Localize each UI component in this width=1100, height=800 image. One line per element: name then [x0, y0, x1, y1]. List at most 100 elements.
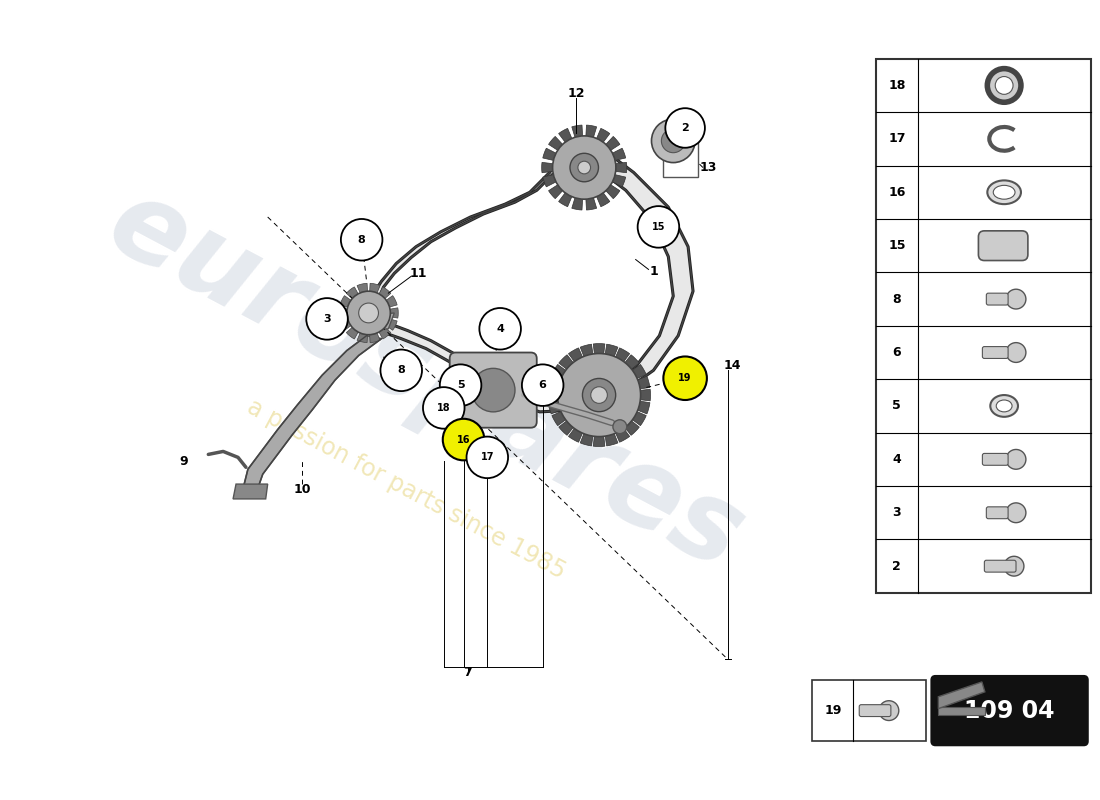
Wedge shape: [552, 395, 600, 426]
Wedge shape: [542, 167, 584, 187]
Circle shape: [591, 386, 607, 403]
Wedge shape: [600, 395, 639, 435]
Polygon shape: [362, 313, 394, 330]
FancyBboxPatch shape: [859, 705, 891, 717]
Text: 19: 19: [679, 374, 692, 383]
Circle shape: [440, 364, 482, 406]
Wedge shape: [600, 395, 618, 446]
Polygon shape: [938, 706, 984, 714]
Text: 2: 2: [892, 560, 901, 573]
Ellipse shape: [990, 395, 1018, 417]
Circle shape: [443, 418, 484, 460]
Bar: [876, 58, 1091, 593]
Wedge shape: [593, 395, 605, 446]
Circle shape: [1006, 290, 1026, 309]
Wedge shape: [580, 395, 600, 446]
Wedge shape: [339, 308, 369, 318]
Circle shape: [1006, 342, 1026, 362]
Circle shape: [613, 420, 627, 434]
Circle shape: [582, 378, 616, 412]
Wedge shape: [358, 313, 368, 342]
Wedge shape: [600, 395, 650, 414]
Circle shape: [578, 162, 591, 174]
Text: 3: 3: [323, 314, 331, 324]
Wedge shape: [358, 283, 368, 313]
Text: 18: 18: [888, 79, 905, 92]
Circle shape: [466, 437, 508, 478]
Wedge shape: [600, 376, 650, 395]
Wedge shape: [600, 365, 646, 395]
Circle shape: [1006, 503, 1026, 522]
Bar: [663, 123, 698, 178]
Wedge shape: [549, 167, 584, 198]
Circle shape: [346, 291, 390, 334]
Text: 16: 16: [888, 186, 905, 198]
Text: 6: 6: [539, 380, 547, 390]
Wedge shape: [559, 167, 584, 206]
Wedge shape: [368, 283, 381, 313]
Text: 4: 4: [496, 324, 504, 334]
Circle shape: [552, 136, 616, 199]
Circle shape: [879, 701, 899, 721]
Text: 12: 12: [568, 87, 585, 100]
FancyBboxPatch shape: [987, 293, 1008, 305]
Wedge shape: [584, 125, 596, 167]
FancyBboxPatch shape: [450, 353, 537, 428]
Text: 2: 2: [681, 123, 689, 133]
Text: 18: 18: [437, 403, 451, 413]
FancyBboxPatch shape: [978, 231, 1027, 261]
Text: 7: 7: [463, 666, 472, 678]
FancyBboxPatch shape: [987, 507, 1008, 518]
Wedge shape: [548, 390, 600, 401]
Wedge shape: [346, 313, 368, 339]
Wedge shape: [572, 167, 584, 210]
Circle shape: [521, 364, 563, 406]
Text: 3: 3: [892, 506, 901, 519]
Text: 8: 8: [892, 293, 901, 306]
Circle shape: [1006, 450, 1026, 470]
Circle shape: [666, 108, 705, 148]
Wedge shape: [368, 296, 397, 313]
Text: 15: 15: [651, 222, 666, 232]
Text: 109 04: 109 04: [965, 698, 1055, 722]
Wedge shape: [572, 125, 584, 167]
Polygon shape: [243, 336, 382, 494]
Wedge shape: [559, 128, 584, 167]
Circle shape: [651, 119, 695, 162]
Bar: [812, 680, 925, 742]
Wedge shape: [593, 344, 605, 395]
Wedge shape: [569, 395, 600, 442]
Text: 6: 6: [892, 346, 901, 359]
Wedge shape: [580, 344, 600, 395]
Circle shape: [306, 298, 348, 340]
Circle shape: [570, 154, 598, 182]
Polygon shape: [366, 153, 693, 412]
Wedge shape: [340, 313, 368, 330]
Wedge shape: [368, 313, 381, 342]
Text: 19: 19: [825, 704, 843, 717]
Wedge shape: [569, 348, 600, 395]
FancyBboxPatch shape: [932, 676, 1088, 746]
Text: 15: 15: [888, 239, 905, 252]
Circle shape: [472, 368, 515, 412]
Wedge shape: [584, 148, 626, 167]
Text: 5: 5: [892, 399, 901, 413]
Text: 9: 9: [179, 455, 188, 468]
Circle shape: [424, 387, 464, 429]
Ellipse shape: [988, 180, 1021, 204]
Circle shape: [480, 308, 521, 350]
Wedge shape: [584, 167, 626, 187]
Wedge shape: [548, 395, 600, 414]
Wedge shape: [346, 287, 368, 313]
Text: 8: 8: [358, 234, 365, 245]
Circle shape: [341, 219, 383, 261]
Wedge shape: [600, 395, 646, 426]
Wedge shape: [559, 395, 600, 435]
Wedge shape: [552, 365, 600, 395]
FancyBboxPatch shape: [982, 346, 1008, 358]
Wedge shape: [368, 308, 398, 318]
Circle shape: [558, 354, 640, 437]
Text: 13: 13: [700, 161, 716, 174]
Wedge shape: [584, 167, 620, 198]
Text: eurospares: eurospares: [90, 168, 761, 592]
